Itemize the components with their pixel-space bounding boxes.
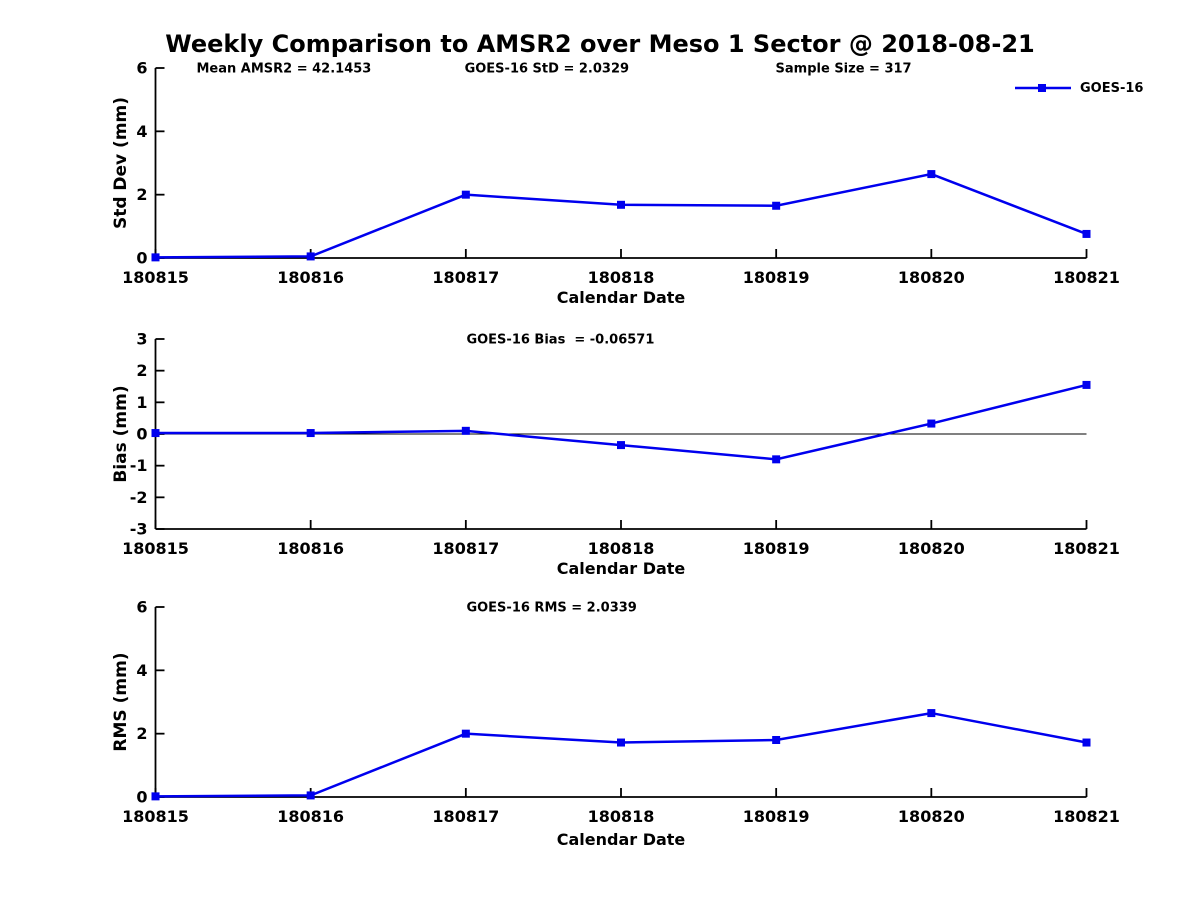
y-tick-label: -3 — [130, 520, 148, 539]
ylabel-bias: Bias (mm) — [111, 385, 131, 483]
annotation-text: GOES-16 Bias = -0.06571 — [466, 333, 654, 348]
annotation-text: GOES-16 StD = 2.0329 — [465, 62, 629, 77]
data-point-marker — [1082, 738, 1091, 747]
subplot-std-dev: 0 2 4 6 180815 180816 180817 180818 180819 180820… — [122, 59, 1120, 288]
y-tick-label: 6 — [136, 59, 147, 78]
x-tick-label: 180815 — [122, 268, 189, 287]
x-tick-label: 180816 — [277, 539, 344, 558]
y-tick-label: 2 — [136, 724, 147, 743]
annotation-text: Sample Size = 317 — [776, 62, 912, 77]
annotation-text: GOES-16 RMS = 2.0339 — [466, 601, 636, 616]
data-point-marker — [927, 170, 936, 179]
figure-title: Weekly Comparison to AMSR2 over Meso 1 S… — [165, 30, 1035, 58]
y-tick-label: -2 — [130, 488, 148, 507]
data-point-marker — [772, 736, 781, 744]
data-point-marker — [1082, 380, 1091, 389]
y-tick-label: 2 — [136, 361, 147, 380]
annotation-text: Mean AMSR2 = 42.1453 — [196, 62, 371, 77]
data-point-marker — [617, 200, 625, 209]
legend: GOES-16 — [1014, 80, 1143, 96]
data-point-marker — [927, 419, 936, 428]
data-point-marker — [927, 709, 936, 718]
x-tick-label: 180815 — [122, 539, 189, 558]
y-tick-label: 0 — [136, 425, 147, 444]
legend-label: GOES-16 — [1080, 80, 1144, 96]
legend-marker-icon — [1038, 84, 1046, 92]
x-tick-label: 180819 — [743, 268, 810, 287]
x-tick-label: 180816 — [277, 268, 344, 287]
x-tick-label: 180821 — [1053, 539, 1120, 558]
x-tick-label: 180817 — [432, 268, 499, 287]
data-point-marker — [151, 253, 160, 262]
xlabel-bias: Calendar Date — [556, 559, 686, 578]
y-tick-label: 0 — [136, 249, 147, 268]
data-point-marker — [306, 252, 315, 261]
x-tick-label: 180818 — [588, 268, 655, 287]
y-tick-label: -1 — [130, 456, 148, 475]
series-line-goes-16 — [155, 172, 1087, 259]
y-tick-label: 1 — [136, 393, 147, 412]
x-tick-label: 180819 — [743, 807, 810, 826]
data-point-marker — [461, 729, 470, 738]
data-point-marker — [306, 791, 315, 800]
x-tick-label: 180818 — [588, 807, 655, 826]
x-tick-label: 180817 — [432, 807, 499, 826]
x-tick-label: 180821 — [1053, 807, 1120, 826]
data-point-marker — [1082, 229, 1091, 238]
x-tick-label: 180820 — [898, 268, 965, 287]
data-point-marker — [772, 455, 781, 464]
data-point-marker — [151, 792, 160, 801]
x-tick-label: 180821 — [1053, 268, 1120, 287]
data-point-marker — [151, 429, 160, 438]
data-point-marker — [306, 429, 315, 438]
y-tick-label: 3 — [136, 330, 147, 349]
x-tick-label: 180820 — [898, 807, 965, 826]
x-tick-label: 180817 — [432, 539, 499, 558]
x-tick-label: 180820 — [898, 539, 965, 558]
data-point-marker — [617, 738, 625, 747]
y-tick-label: 4 — [136, 122, 147, 141]
y-tick-label: 6 — [136, 598, 147, 617]
xlabel-std-dev: Calendar Date — [556, 288, 686, 307]
subplot-rms: 0 2 4 6 180815 180816 180817 180818 180819 180820… — [122, 598, 1120, 827]
data-point-marker — [461, 190, 470, 199]
data-point-marker — [772, 201, 781, 210]
ylabel-std-dev: Std Dev (mm) — [111, 96, 131, 230]
x-tick-label: 180818 — [588, 539, 655, 558]
y-tick-label: 4 — [136, 661, 147, 680]
x-tick-label: 180819 — [743, 539, 810, 558]
series-line-goes-16 — [155, 711, 1087, 798]
data-point-marker — [617, 441, 625, 450]
y-tick-label: 2 — [136, 185, 147, 204]
ylabel-rms: RMS (mm) — [111, 652, 131, 752]
xlabel-rms: Calendar Date — [556, 830, 686, 849]
data-point-marker — [461, 426, 470, 435]
x-tick-label: 180816 — [277, 807, 344, 826]
y-tick-label: 0 — [136, 788, 147, 807]
legend-line-sample-icon — [1015, 84, 1071, 92]
x-tick-label: 180815 — [122, 807, 189, 826]
